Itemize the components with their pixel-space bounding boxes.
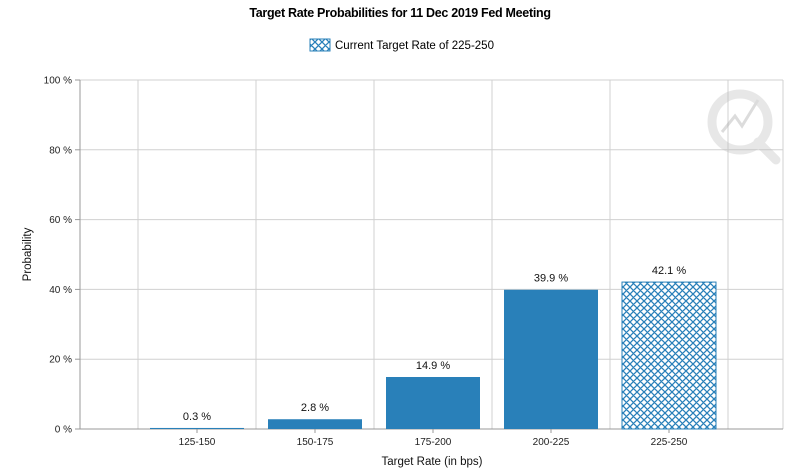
y-tick-label: 80 % bbox=[49, 145, 72, 156]
y-axis-ticks: 0 % 20 % 40 % 60 % 80 % 100 % bbox=[44, 76, 80, 436]
bar-125-150[interactable] bbox=[150, 427, 244, 429]
y-tick-label: 100 % bbox=[44, 76, 72, 87]
y-tick-label: 60 % bbox=[49, 215, 72, 226]
x-axis-ticks: 125-150 150-175 175-200 200-225 225-250 bbox=[179, 429, 688, 448]
data-label: 42.1 % bbox=[652, 265, 686, 277]
data-label: 2.8 % bbox=[301, 402, 329, 414]
data-label: 39.9 % bbox=[534, 273, 568, 285]
chart-title: Target Rate Probabilities for 11 Dec 201… bbox=[249, 6, 550, 20]
legend: Current Target Rate of 225-250 bbox=[309, 38, 494, 52]
x-tick-label: 125-150 bbox=[179, 437, 216, 448]
bar-150-175[interactable] bbox=[268, 419, 362, 429]
bar-225-250[interactable] bbox=[621, 281, 717, 430]
x-tick-label: 200-225 bbox=[533, 437, 570, 448]
bar-175-200[interactable] bbox=[386, 376, 480, 429]
bars bbox=[150, 281, 717, 430]
x-axis-label: Target Rate (in bps) bbox=[382, 456, 483, 468]
gridlines bbox=[79, 79, 784, 430]
data-label: 0.3 % bbox=[183, 411, 211, 423]
y-tick-label: 40 % bbox=[49, 285, 72, 296]
watermark-logo-icon bbox=[707, 89, 781, 165]
y-axis-label: Probability bbox=[22, 227, 34, 281]
y-tick-label: 20 % bbox=[49, 355, 72, 366]
x-tick-label: 175-200 bbox=[415, 437, 452, 448]
data-labels: 0.3 % 2.8 % 14.9 % 39.9 % 42.1 % bbox=[183, 265, 686, 423]
y-tick-label: 0 % bbox=[55, 425, 72, 436]
data-label: 14.9 % bbox=[416, 360, 450, 372]
legend-label: Current Target Rate of 225-250 bbox=[335, 40, 494, 52]
bar-200-225[interactable] bbox=[504, 289, 598, 429]
x-tick-label: 150-175 bbox=[297, 437, 334, 448]
legend-swatch bbox=[309, 38, 331, 52]
x-tick-label: 225-250 bbox=[651, 437, 688, 448]
